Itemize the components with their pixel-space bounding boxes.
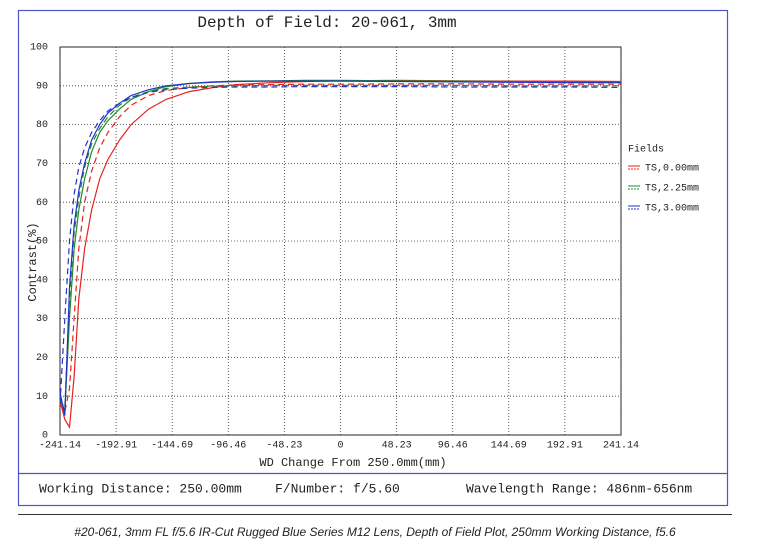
series-line <box>59 80 621 416</box>
x-tick-label: 241.14 <box>603 441 639 452</box>
series-line <box>59 84 621 410</box>
x-tick-label: 0 <box>337 441 343 452</box>
legend-label: TS,2.25mm <box>645 184 699 195</box>
footer-text: Working Distance: 250.00mm <box>39 481 242 496</box>
footer-text: Wavelength Range: 486nm-656nm <box>466 481 692 496</box>
x-tick-label: -144.69 <box>151 441 193 452</box>
y-tick-label: 0 <box>42 431 48 442</box>
chart-title: Depth of Field: 20-061, 3mm <box>197 14 456 32</box>
y-tick-label: 20 <box>36 353 48 364</box>
legend-title: Fields <box>628 144 664 156</box>
y-tick-label: 30 <box>36 314 48 325</box>
x-tick-label: -96.46 <box>210 441 246 452</box>
x-axis-label: WD Change From 250.0mm(mm) <box>259 456 446 470</box>
y-axis-label: Contrast(%) <box>26 222 40 301</box>
y-tick-label: 80 <box>36 120 48 131</box>
x-tick-label: -241.14 <box>39 441 81 452</box>
series-line <box>59 79 622 412</box>
frame <box>17 9 729 507</box>
series-line <box>59 83 621 414</box>
y-tick-label: 100 <box>30 43 48 54</box>
series-line <box>59 85 622 405</box>
x-tick-label: 144.69 <box>491 441 527 452</box>
y-tick-label: 90 <box>36 81 48 92</box>
y-tick-label: 10 <box>36 392 48 403</box>
legend-label: TS,0.00mm <box>645 164 699 175</box>
y-tick-label: 40 <box>36 275 48 286</box>
caption: #20-061, 3mm FL f/5.6 IR-Cut Rugged Blue… <box>74 525 676 539</box>
legend-label: TS,3.00mm <box>645 204 699 215</box>
x-tick-label: 192.91 <box>547 441 583 452</box>
series-line <box>59 79 622 430</box>
x-tick-label: -192.91 <box>95 441 137 452</box>
y-tick-label: 70 <box>36 159 48 170</box>
x-tick-label: 96.46 <box>438 441 468 452</box>
x-tick-label: -48.23 <box>266 441 302 452</box>
x-tick-label: 48.23 <box>382 441 412 452</box>
y-tick-label: 50 <box>36 237 48 248</box>
footer-text: F/Number: f/5.60 <box>275 481 400 496</box>
y-tick-label: 60 <box>36 198 48 209</box>
